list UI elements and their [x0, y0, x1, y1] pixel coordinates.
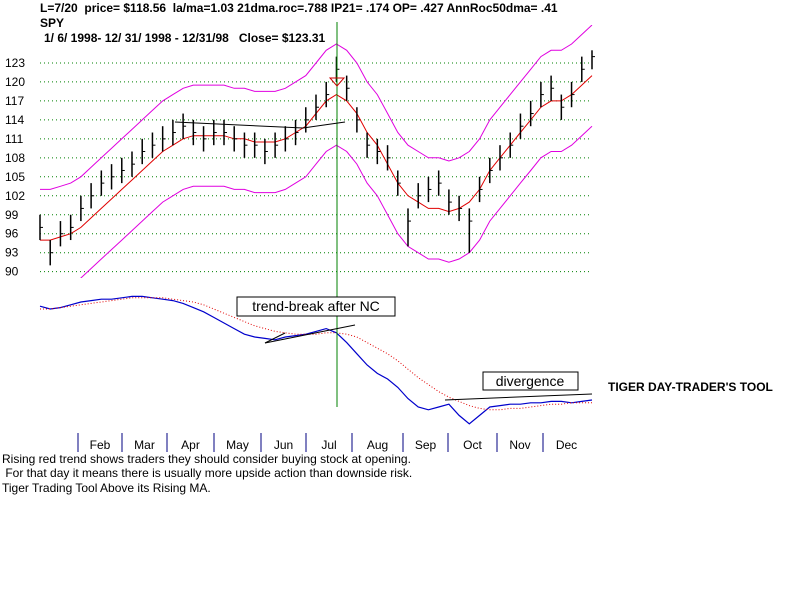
- x-tick-label: Jun: [274, 438, 293, 452]
- x-tick-label: Oct: [463, 438, 482, 452]
- x-tick-label: Jul: [321, 438, 336, 452]
- annotation-box: [236, 296, 396, 317]
- x-tick-label: Mar: [134, 438, 155, 452]
- trend-line: [444, 393, 593, 401]
- overlay-line: [40, 25, 593, 190]
- trend-line: [174, 121, 304, 129]
- symbol: SPY: [40, 16, 64, 30]
- annotation-box: [482, 371, 579, 391]
- x-tick-label: May: [226, 438, 249, 452]
- note: For that day it means there is usually m…: [2, 466, 412, 480]
- indicator-line: [40, 297, 592, 411]
- trend-line: [264, 332, 286, 344]
- x-tick-label: Sep: [415, 438, 437, 452]
- trend-line: [302, 121, 346, 129]
- y-tick-label: 99: [5, 208, 19, 222]
- arrow-marker: [328, 77, 346, 87]
- trend-line: [264, 324, 356, 344]
- y-tick-label: 120: [5, 75, 25, 89]
- annotation: TIGER DAY-TRADER'S TOOL: [608, 380, 773, 394]
- y-tick-label: 108: [5, 151, 25, 165]
- indicator-line: [39, 295, 593, 425]
- note: Tiger Trading Tool Above its Rising MA.: [2, 481, 211, 495]
- month-axis: Feb Mar Apr May Jun Jul Aug Sep Oct Nov Dec: [77, 433, 577, 452]
- y-tick-label: 96: [5, 227, 19, 241]
- y-tick-label: 93: [5, 246, 19, 260]
- y-tick-label: 123: [5, 56, 25, 70]
- price-plot: [39, 25, 595, 278]
- x-tick-label: Nov: [509, 438, 530, 452]
- note: Rising red trend shows traders they shou…: [2, 452, 411, 466]
- annotation: divergence: [496, 373, 565, 389]
- indicator-plot: [39, 295, 593, 425]
- overlay-line: [79, 125, 593, 278]
- y-tick-label: 102: [5, 189, 25, 203]
- y-tick-label: 114: [5, 113, 24, 127]
- header-line: L=7/20 price= $118.56 la/ma=1.03 21dma.r…: [40, 1, 558, 15]
- date-range: 1/ 6/ 1998- 12/ 31/ 1998 - 12/31/98 Clos…: [44, 31, 326, 45]
- x-tick-label: Feb: [90, 438, 111, 452]
- x-tick-label: Dec: [556, 438, 577, 452]
- annotation: trend-break after NC: [252, 298, 380, 314]
- x-tick-label: Aug: [367, 438, 388, 452]
- y-tick-label: 117: [5, 94, 24, 108]
- y-tick-label: 105: [5, 170, 25, 184]
- y-tick-label: 111: [5, 132, 24, 146]
- y-tick-label: 90: [5, 265, 19, 279]
- x-tick-label: Apr: [181, 438, 200, 452]
